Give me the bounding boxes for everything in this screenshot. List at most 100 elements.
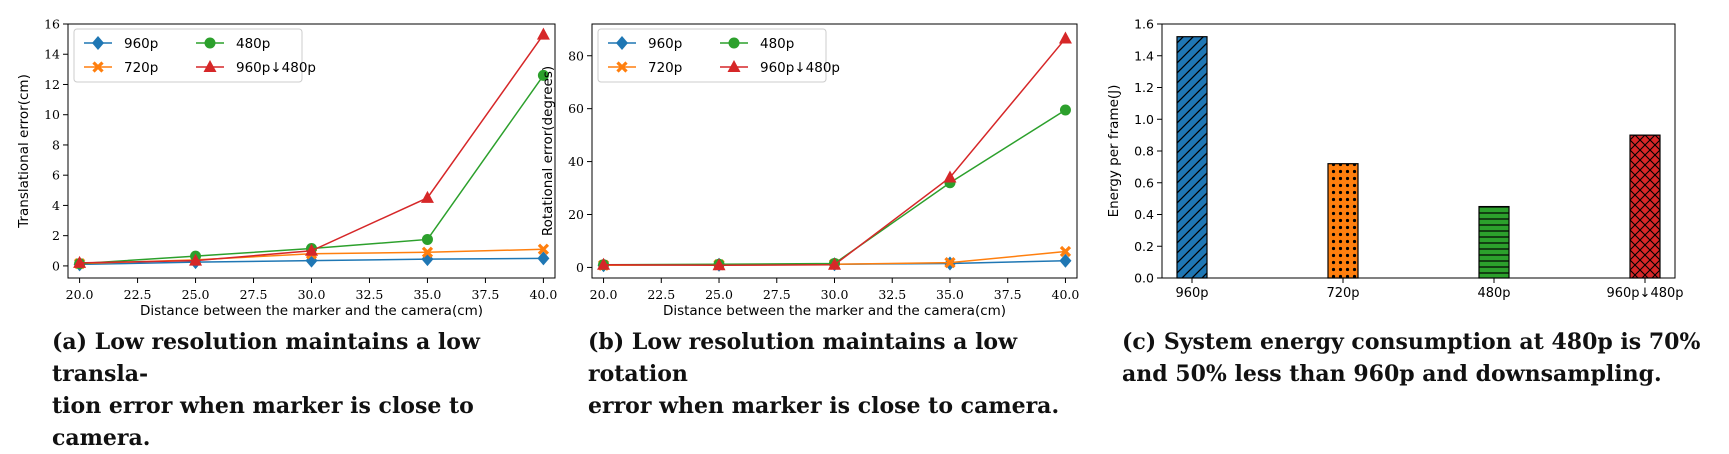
chart-b-x-tick-label: 37.5 xyxy=(994,287,1022,302)
caption-c-line1: (c) System energy consumption at 480p is… xyxy=(1122,329,1701,355)
chart-a-legend-marker xyxy=(204,37,216,49)
chart-a-x-tick-label: 27.5 xyxy=(240,287,268,302)
chart-b-y-axis-label: Rotational error(degrees) xyxy=(540,66,556,236)
caption-c-line2: and 50% less than 960p and downsampling. xyxy=(1122,361,1662,387)
caption-a: (a) Low resolution maintains a low trans… xyxy=(52,326,572,454)
chart-a-y-tick-label: 16 xyxy=(44,17,60,32)
chart-a-x-tick-label: 22.5 xyxy=(124,287,152,302)
chart-b-x-tick-label: 30.0 xyxy=(821,287,849,302)
chart-a-y-tick-label: 10 xyxy=(44,107,60,122)
chart-b-data-point xyxy=(944,257,956,269)
caption-c: (c) System energy consumption at 480p is… xyxy=(1122,326,1722,390)
chart-energy-per-frame: 0.0 0.2 0.4 0.6 0.8 1.0 1.2 1.4 1.6 Energy per fr… xyxy=(1106,17,1684,302)
chart-c-bar xyxy=(1629,134,1661,279)
chart-b-data-point xyxy=(943,170,957,183)
chart-c-x-tick-label: 960p↓480p xyxy=(1606,286,1683,301)
chart-a-x-tick-label: 25.0 xyxy=(182,287,210,302)
chart-a-legend: 960p 720p 480p 960p↓480p xyxy=(73,28,316,83)
chart-b-legend-label: 960p xyxy=(648,36,682,52)
chart-a-y-axis-label: Translational error(cm) xyxy=(16,74,32,229)
chart-a-series-line xyxy=(79,74,545,265)
chart-c-y-tick-label: 1.4 xyxy=(1134,48,1154,63)
chart-a-x-axis-label: Distance between the marker and the came… xyxy=(140,303,483,319)
chart-a-y-tick-label: 2 xyxy=(52,228,60,243)
chart-a-data-point xyxy=(537,251,550,266)
chart-c-y-tick-label: 1.2 xyxy=(1134,80,1154,95)
figure: 20.0 22.5 25.0 27.5 30.0 32.5 35.0 37.5 40.0 0 2 4 6… xyxy=(16,17,1684,320)
chart-b-data-point xyxy=(1059,245,1072,258)
chart-a-x-tick-label: 32.5 xyxy=(356,287,384,302)
chart-b-series-3 xyxy=(597,31,1072,271)
chart-b-series-line xyxy=(603,109,1066,266)
chart-a-x-tick-label: 20.0 xyxy=(66,287,94,302)
chart-a-series-2 xyxy=(74,69,549,270)
chart-b-y-tick-label: 0 xyxy=(576,260,584,275)
chart-c-y-tick-label: 0.8 xyxy=(1134,144,1154,159)
chart-c-y-tick-label: 0.0 xyxy=(1134,271,1154,286)
chart-c-y-tick-label: 1.0 xyxy=(1134,112,1154,127)
chart-a-legend-marker xyxy=(203,60,217,72)
chart-b-data-point xyxy=(1059,104,1071,116)
chart-c-y-tick-label: 0.4 xyxy=(1134,207,1154,222)
chart-b-data-point xyxy=(712,258,726,271)
chart-b-x-tick-label: 22.5 xyxy=(647,287,675,302)
chart-b-legend-marker xyxy=(728,37,740,49)
chart-b-legend-marker xyxy=(616,36,628,50)
chart-a-data-point xyxy=(421,246,434,258)
chart-c-y-tick-label: 0.2 xyxy=(1134,239,1154,254)
chart-rotational-error: 20.0 22.5 25.0 27.5 30.0 32.5 35.0 37.5 40.0 0 20 4… xyxy=(540,23,1080,319)
chart-a-x-tick-label: 30.0 xyxy=(298,287,326,302)
chart-b-x-tick-label: 32.5 xyxy=(878,287,906,302)
chart-a-data-point xyxy=(537,69,549,81)
chart-a-data-point xyxy=(536,27,550,40)
chart-b-y-tick-label: 20 xyxy=(568,207,584,222)
chart-b-legend-label: 480p xyxy=(760,36,794,52)
chart-c-x-tick-label: 480p xyxy=(1477,286,1510,301)
chart-a-series-3 xyxy=(73,27,550,268)
chart-a-data-point xyxy=(73,255,87,268)
chart-b-y-tick-label: 60 xyxy=(568,101,584,116)
chart-a-legend-label: 480p xyxy=(236,36,270,52)
chart-a-data-point xyxy=(537,243,550,255)
chart-c-x-tick-label: 960p xyxy=(1175,286,1208,301)
chart-c-x-tick-label: 720p xyxy=(1326,286,1359,301)
chart-a-x-tick-label: 35.0 xyxy=(414,287,442,302)
chart-b-x-tick-label: 35.0 xyxy=(936,287,964,302)
chart-a-data-point xyxy=(420,190,434,203)
caption-a-line1: (a) Low resolution maintains a low trans… xyxy=(52,329,480,387)
chart-a-y-tick-label: 12 xyxy=(44,77,60,92)
chart-b-data-point xyxy=(1058,31,1072,44)
chart-a-data-point xyxy=(305,243,318,256)
chart-c-y-axis-label: Energy per frame(J) xyxy=(1106,85,1122,218)
chart-a-data-point xyxy=(189,253,203,266)
chart-b-data-point xyxy=(1059,253,1072,268)
chart-b-y-tick-label: 40 xyxy=(568,154,584,169)
chart-b-legend-label: 720p xyxy=(648,60,682,76)
chart-c-bar xyxy=(1478,205,1510,279)
chart-a-legend-marker xyxy=(92,36,104,50)
caption-b-line1: (b) Low resolution maintains a low rotat… xyxy=(588,329,1018,387)
chart-b-legend: 960p 720p 480p 960p↓480p xyxy=(597,28,840,83)
chart-c-axes-frame xyxy=(1161,23,1676,279)
chart-a-y-tick-label: 6 xyxy=(52,168,60,183)
chart-b-y-tick-label: 80 xyxy=(568,48,584,63)
chart-a-x-tick-label: 37.5 xyxy=(472,287,500,302)
chart-b-x-tick-label: 25.0 xyxy=(705,287,733,302)
chart-a-y-tick-label: 8 xyxy=(52,137,60,152)
chart-b-legend-box xyxy=(597,28,827,83)
chart-c-y-tick-label: 0.6 xyxy=(1134,175,1154,190)
chart-a-legend-box xyxy=(73,28,303,83)
chart-b-x-tick-label: 40.0 xyxy=(1052,287,1080,302)
chart-c-bar xyxy=(1176,36,1208,279)
chart-a-legend-marker xyxy=(92,61,104,73)
chart-b-data-point xyxy=(597,257,611,270)
chart-b-legend-marker xyxy=(616,61,628,73)
chart-b-data-point xyxy=(828,257,841,270)
chart-b-x-tick-label: 20.0 xyxy=(590,287,618,302)
chart-a-y-tick-label: 0 xyxy=(52,258,60,273)
chart-b-legend-label: 960p↓480p xyxy=(760,60,840,76)
chart-c-bar xyxy=(1327,163,1359,279)
chart-b-series-2 xyxy=(598,104,1071,271)
caption-b-line2: error when marker is close to camera. xyxy=(588,393,1060,419)
chart-a-y-tick-label: 14 xyxy=(44,47,60,62)
